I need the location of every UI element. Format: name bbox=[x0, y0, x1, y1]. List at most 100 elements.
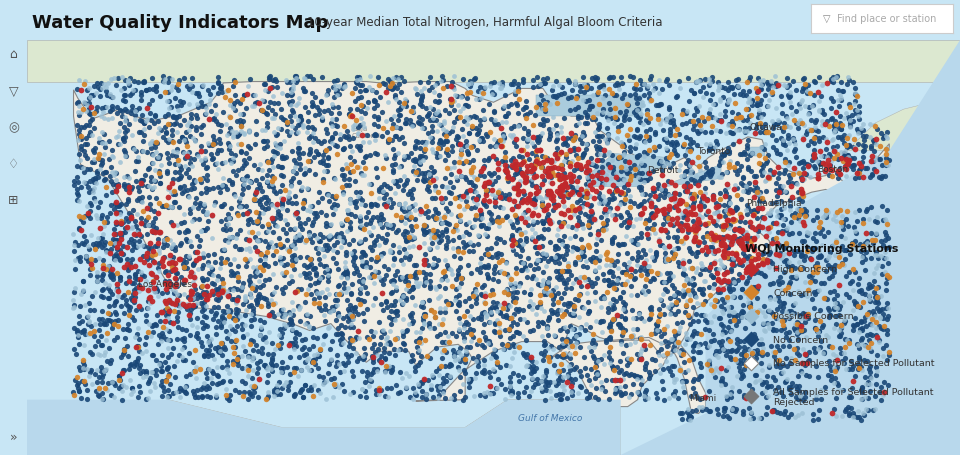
Point bbox=[460, 320, 475, 328]
Point bbox=[371, 74, 386, 81]
Point bbox=[639, 171, 655, 178]
Point bbox=[289, 233, 304, 240]
Point bbox=[522, 109, 538, 116]
Point bbox=[377, 152, 393, 159]
Point bbox=[237, 256, 252, 263]
Point bbox=[192, 93, 207, 100]
Point bbox=[209, 288, 225, 295]
Point bbox=[826, 295, 841, 303]
Point bbox=[747, 131, 762, 138]
Point bbox=[563, 148, 578, 155]
Point bbox=[359, 261, 374, 268]
Point bbox=[757, 121, 773, 128]
Point bbox=[423, 386, 439, 393]
Point bbox=[538, 369, 553, 376]
Point bbox=[380, 265, 396, 273]
Point bbox=[754, 114, 769, 121]
Point bbox=[782, 175, 798, 182]
Point bbox=[76, 240, 91, 248]
Point bbox=[831, 326, 847, 334]
Point bbox=[762, 91, 778, 98]
Point bbox=[719, 278, 734, 286]
Point bbox=[520, 215, 536, 222]
Point bbox=[428, 98, 444, 106]
Point bbox=[324, 234, 339, 241]
Point bbox=[156, 79, 172, 86]
Point bbox=[878, 158, 894, 166]
Point bbox=[564, 380, 580, 387]
Point bbox=[739, 202, 755, 209]
Point bbox=[400, 282, 416, 289]
Point bbox=[383, 328, 398, 335]
Point bbox=[557, 116, 572, 123]
Point bbox=[708, 138, 724, 146]
Point bbox=[792, 383, 807, 390]
Point bbox=[99, 330, 114, 337]
Point bbox=[645, 214, 660, 221]
Point bbox=[280, 387, 296, 394]
Point bbox=[272, 257, 287, 264]
Point bbox=[661, 207, 677, 214]
Point bbox=[160, 155, 176, 162]
Point bbox=[711, 202, 727, 209]
Point bbox=[215, 288, 230, 295]
Point bbox=[210, 91, 226, 98]
Point bbox=[137, 172, 153, 179]
Point bbox=[540, 353, 556, 360]
Point bbox=[552, 373, 567, 380]
Point bbox=[733, 163, 749, 171]
Point bbox=[747, 187, 762, 194]
Point bbox=[515, 307, 530, 314]
Point bbox=[217, 346, 232, 354]
Point bbox=[136, 126, 152, 134]
Point bbox=[637, 251, 653, 258]
Point bbox=[694, 114, 709, 121]
Point bbox=[627, 372, 642, 379]
Point bbox=[536, 220, 551, 228]
Point bbox=[572, 273, 588, 281]
Point bbox=[473, 264, 489, 271]
Point bbox=[414, 121, 429, 128]
Point bbox=[311, 294, 326, 301]
Point bbox=[164, 286, 180, 293]
Point bbox=[769, 408, 784, 415]
Point bbox=[542, 188, 558, 196]
Point bbox=[512, 165, 527, 172]
Point bbox=[230, 278, 246, 285]
Point bbox=[253, 107, 269, 115]
Point bbox=[425, 394, 441, 401]
Point bbox=[580, 112, 595, 119]
Point bbox=[688, 253, 704, 260]
Point bbox=[456, 367, 471, 374]
Point bbox=[167, 275, 182, 282]
Point bbox=[199, 332, 214, 339]
Point bbox=[110, 288, 126, 295]
Point bbox=[235, 332, 251, 339]
Point bbox=[252, 215, 267, 222]
Point bbox=[732, 239, 748, 247]
Point bbox=[474, 292, 490, 299]
Point bbox=[745, 351, 760, 358]
Point bbox=[381, 136, 396, 144]
Point bbox=[548, 254, 564, 262]
Point bbox=[782, 93, 798, 101]
Point bbox=[237, 292, 252, 299]
Point bbox=[216, 109, 231, 116]
Point bbox=[713, 261, 729, 268]
Point bbox=[588, 318, 604, 325]
Point bbox=[616, 269, 632, 276]
Point bbox=[550, 255, 565, 262]
Point bbox=[124, 385, 139, 392]
Point bbox=[540, 278, 555, 286]
Point bbox=[92, 199, 108, 207]
Point bbox=[575, 244, 590, 252]
Point bbox=[633, 77, 648, 85]
Point bbox=[765, 326, 780, 333]
Point bbox=[185, 135, 201, 142]
Point bbox=[215, 160, 230, 167]
Point bbox=[110, 75, 126, 82]
Point bbox=[547, 254, 563, 261]
Point bbox=[151, 360, 166, 368]
Point bbox=[160, 111, 176, 119]
Point bbox=[608, 385, 623, 392]
